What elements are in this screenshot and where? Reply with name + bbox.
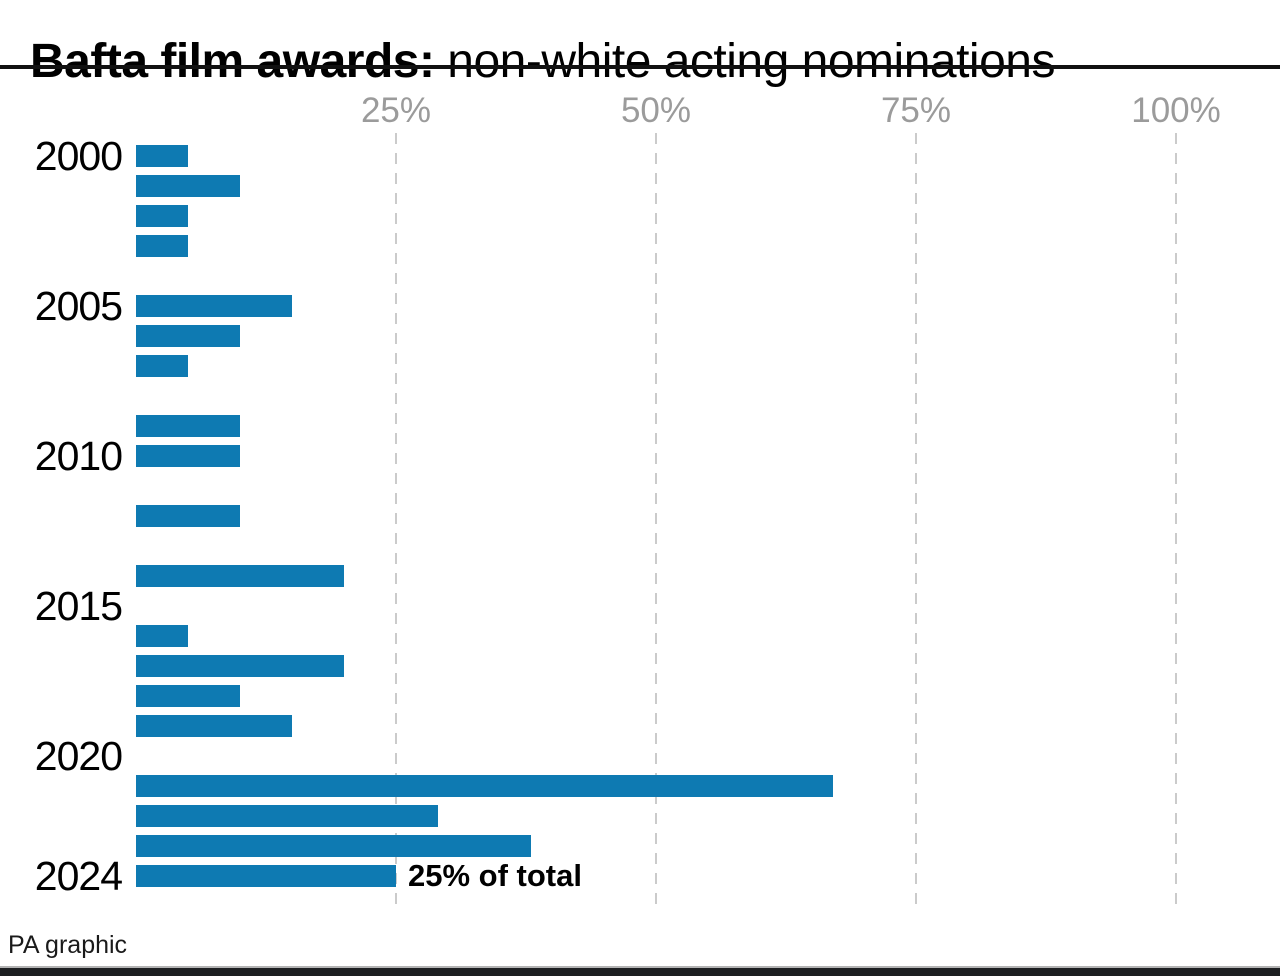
bar-2019 xyxy=(136,715,292,737)
chart-title: Bafta film awards: non-white acting nomi… xyxy=(30,34,1055,90)
chart-title-regular: non-white acting nominations xyxy=(434,35,1055,89)
bar-2007 xyxy=(136,355,188,377)
bar-2012 xyxy=(136,505,240,527)
source-credit: PA graphic xyxy=(8,931,128,959)
bar-2024 xyxy=(136,865,396,887)
gridline-50 xyxy=(655,133,657,905)
bar-2006 xyxy=(136,325,240,347)
x-tick-label-50: 50% xyxy=(620,91,692,130)
bar-2023 xyxy=(136,835,531,857)
x-tick-label-25: 25% xyxy=(360,91,432,130)
bar-2002 xyxy=(136,205,188,227)
gridline-100 xyxy=(1175,133,1177,905)
x-tick-label-75: 75% xyxy=(880,91,952,130)
year-label-2024: 2024 xyxy=(34,853,123,899)
bar-2018 xyxy=(136,685,240,707)
year-label-2005: 2005 xyxy=(34,283,123,329)
bar-2016 xyxy=(136,625,188,647)
year-label-2000: 2000 xyxy=(34,133,123,179)
bar-2022 xyxy=(136,805,438,827)
footer-strip xyxy=(0,968,1280,976)
bar-2014 xyxy=(136,565,344,587)
bar-2000 xyxy=(136,145,188,167)
chart-title-bold: Bafta film awards: xyxy=(30,35,435,89)
title-rule xyxy=(0,65,1280,69)
year-label-2010: 2010 xyxy=(34,433,123,479)
footer-separator xyxy=(0,966,1280,968)
annotation-25-percent-of-total: 25% of total xyxy=(408,858,582,893)
bar-2005 xyxy=(136,295,292,317)
year-label-2015: 2015 xyxy=(34,583,123,629)
year-label-2020: 2020 xyxy=(34,733,123,779)
bar-2010 xyxy=(136,445,240,467)
bar-2009 xyxy=(136,415,240,437)
bar-2021 xyxy=(136,775,833,797)
bar-2017 xyxy=(136,655,344,677)
gridline-75 xyxy=(915,133,917,905)
bar-2001 xyxy=(136,175,240,197)
gridline-25 xyxy=(395,133,397,905)
bar-2003 xyxy=(136,235,188,257)
x-tick-label-100: 100% xyxy=(1131,91,1221,130)
